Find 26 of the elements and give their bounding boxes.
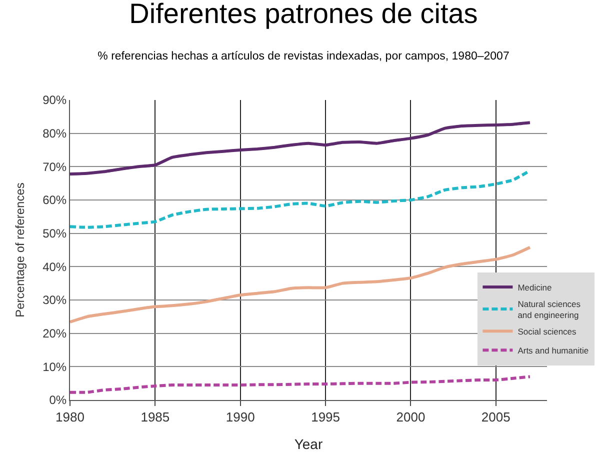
legend-label: Medicine xyxy=(518,282,552,292)
y-tick-label: 70% xyxy=(42,160,67,174)
x-tick-label: 1980 xyxy=(56,410,84,425)
y-tick-label: 0% xyxy=(49,393,67,408)
y-axis-title: Percentage of references xyxy=(12,182,27,318)
chart-subtitle: % referencias hechas a artículos de revistas indexadas, por campos, 1980–2007 xyxy=(98,50,510,62)
line-series xyxy=(70,375,532,394)
x-axis-title: Year xyxy=(294,436,323,452)
chart-title: Diferentes patrones de citas xyxy=(129,0,478,30)
x-tick-label: 1990 xyxy=(226,410,255,425)
x-tick-label: 1985 xyxy=(140,410,170,425)
y-tick-label: 40% xyxy=(42,260,67,274)
legend-label: Natural sciences and engineering xyxy=(518,298,581,320)
x-tick-label: 2005 xyxy=(481,410,510,425)
y-tick-label: 60% xyxy=(42,193,67,208)
y-tick-label: 50% xyxy=(42,226,67,241)
legend-label: Arts and humanitie xyxy=(518,345,589,356)
y-tick-label: 80% xyxy=(42,126,67,141)
x-tick-label: 2000 xyxy=(396,410,426,425)
y-tick-label: 90% xyxy=(42,93,67,108)
x-tick-label: 1995 xyxy=(311,410,340,425)
y-tick-label: 10% xyxy=(42,360,67,374)
legend-label: Social sciences xyxy=(518,326,576,336)
line-series xyxy=(70,121,532,176)
y-tick-label: 20% xyxy=(42,326,67,341)
y-tick-label: 30% xyxy=(42,293,67,308)
